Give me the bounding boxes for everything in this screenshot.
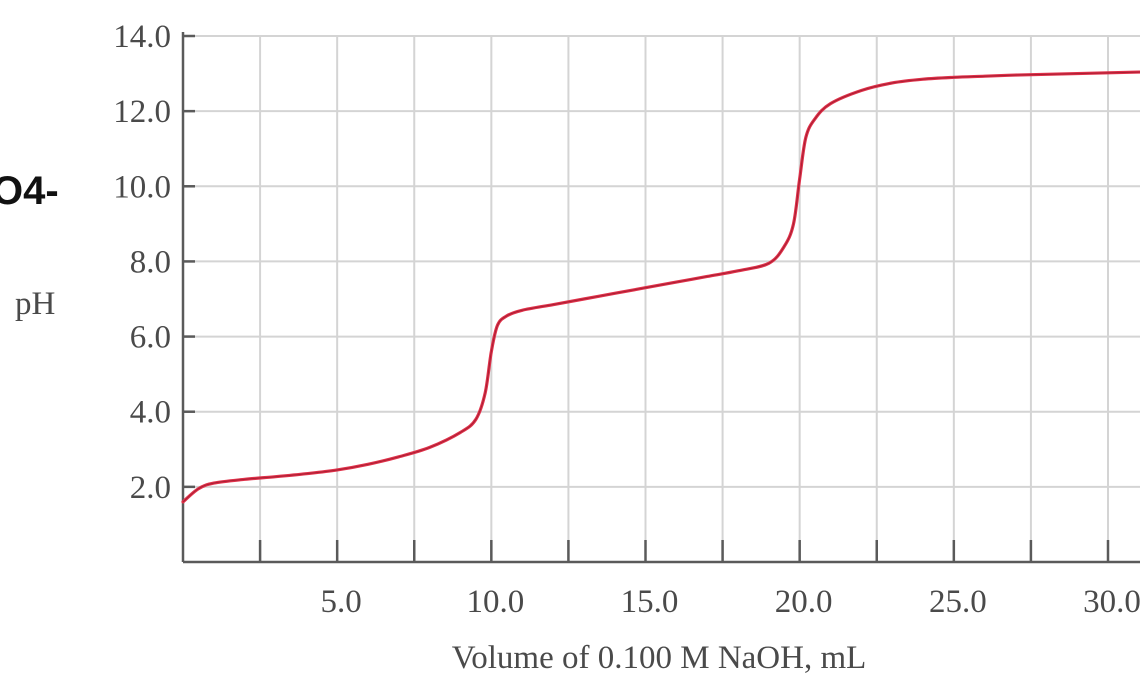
titration-curve: [181, 70, 1140, 504]
y-tick-label: 6.0: [130, 320, 171, 356]
y-tick-label: 10.0: [113, 169, 171, 205]
clipped-side-label: O4-: [0, 169, 59, 213]
x-tick-label: 30.0: [1083, 584, 1140, 620]
x-tick-label: 25.0: [929, 584, 987, 620]
x-tick-label: 5.0: [321, 584, 362, 620]
tick-marks: [183, 34, 1110, 562]
tick-labels: 2.0 4.0 6.0 8.0 10.0 12.0 14.0 5.0 10.0 15.0 20.0 2…: [113, 19, 1140, 620]
x-tick-label: 20.0: [775, 584, 833, 620]
series-layer: [181, 70, 1140, 504]
y-tick-label: 4.0: [130, 395, 171, 431]
y-tick-label: 2.0: [130, 470, 171, 506]
x-tick-label: 15.0: [621, 584, 679, 620]
y-axis-title: pH: [15, 286, 55, 322]
y-tick-label: 8.0: [130, 244, 171, 280]
axes: [181, 32, 1140, 564]
y-tick-label: 14.0: [113, 19, 171, 55]
x-axis-title: Volume of 0.100 M NaOH, mL: [452, 640, 867, 674]
x-tick-label: 10.0: [466, 584, 524, 620]
titration-curve-core: [182, 71, 1140, 503]
grid: [183, 35, 1140, 562]
y-tick-label: 12.0: [113, 94, 171, 130]
